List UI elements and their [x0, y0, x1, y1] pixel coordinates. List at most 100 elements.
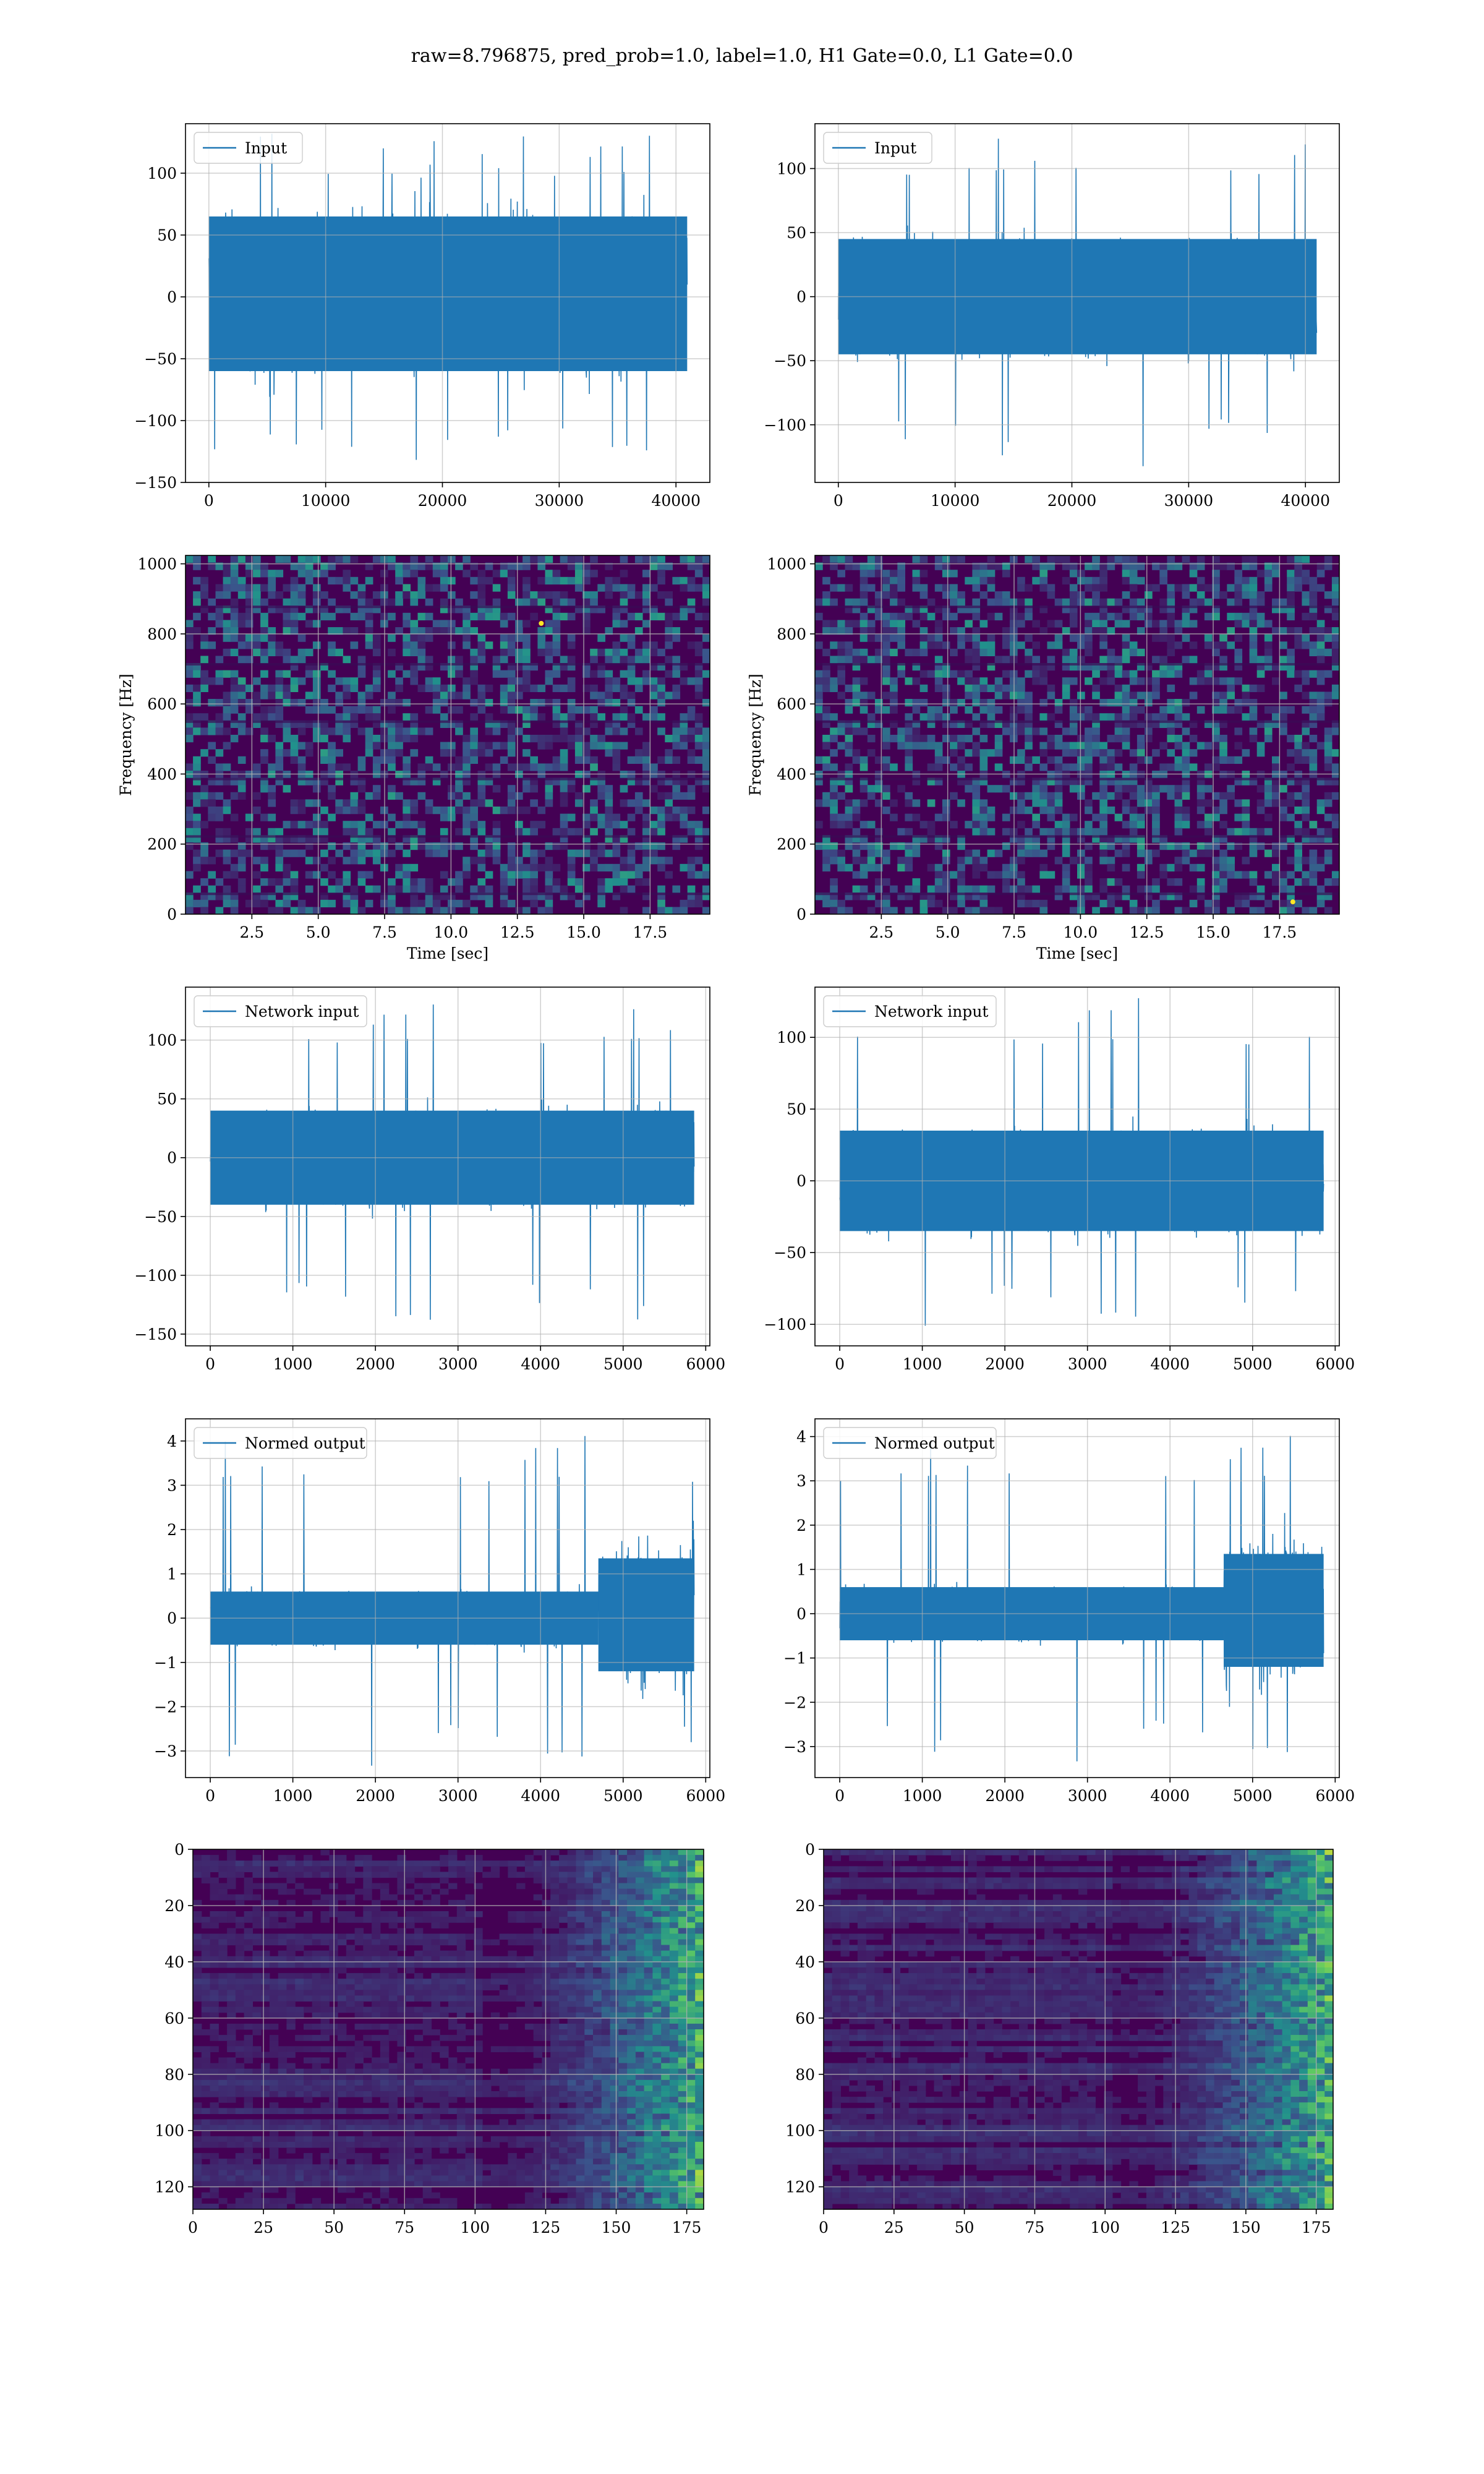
- heatmap-cell: [882, 742, 890, 750]
- heatmap-cell: [1145, 907, 1153, 914]
- heatmap-cell: [605, 691, 613, 700]
- heatmap-cell: [388, 634, 396, 642]
- heatmap-cell: [1002, 598, 1010, 606]
- heatmap-cell: [972, 821, 981, 829]
- heatmap-cell: [470, 756, 478, 764]
- heatmap-cell: [237, 849, 246, 857]
- heatmap-cell: [516, 1872, 526, 1878]
- heatmap-cell: [1032, 885, 1040, 893]
- heatmap-cell: [448, 742, 456, 750]
- heatmap-cell: [627, 756, 636, 764]
- heatmap-cell: [1122, 799, 1130, 807]
- heatmap-cell: [1196, 807, 1205, 815]
- heatmap-cell: [574, 792, 583, 800]
- heatmap-cell: [1136, 756, 1145, 764]
- heatmap-cell: [1242, 813, 1250, 821]
- heatmap-cell: [687, 576, 696, 584]
- heatmap-cell: [830, 807, 838, 815]
- heatmap-cell: [410, 641, 419, 649]
- heatmap-cell: [304, 1939, 313, 1946]
- heatmap-cell: [627, 828, 636, 836]
- heatmap-cell: [410, 677, 419, 685]
- heatmap-cell: [522, 907, 531, 914]
- heatmap-cell: [1025, 634, 1033, 642]
- heatmap-cell: [644, 1939, 653, 1946]
- heatmap-cell: [852, 691, 861, 700]
- heatmap-cell: [1152, 749, 1160, 757]
- heatmap-cell: [550, 1922, 560, 1928]
- heatmap-cell: [1174, 792, 1183, 800]
- heatmap-cell: [346, 1917, 356, 1923]
- heatmap-cell: [1182, 749, 1190, 757]
- heatmap-cell: [448, 1860, 458, 1867]
- heatmap-cell: [680, 735, 688, 743]
- heatmap-cell: [440, 742, 448, 750]
- heatmap-cell: [507, 699, 516, 707]
- heatmap-cell: [297, 598, 306, 606]
- heatmap-cell: [687, 677, 696, 685]
- heatmap-cell: [278, 1883, 288, 1890]
- heatmap-cell: [1174, 756, 1183, 764]
- heatmap-cell: [431, 1911, 440, 1917]
- heatmap-cell: [343, 799, 351, 807]
- heatmap-cell: [627, 1956, 636, 1963]
- heatmap-cell: [230, 792, 239, 800]
- heatmap-cell: [235, 1872, 245, 1878]
- heatmap-cell: [338, 1855, 347, 1861]
- heatmap-cell: [312, 1950, 322, 1957]
- heatmap-cell: [867, 634, 876, 642]
- heatmap-cell: [253, 584, 261, 592]
- heatmap-cell: [422, 1888, 432, 1895]
- heatmap-cell: [542, 1945, 551, 1951]
- heatmap-cell: [1309, 612, 1318, 620]
- heatmap-cell: [859, 756, 868, 764]
- heatmap-cell: [1302, 677, 1310, 685]
- heatmap-cell: [1182, 713, 1190, 721]
- heatmap-cell: [290, 591, 299, 599]
- y-tick-label: 1000: [767, 555, 806, 573]
- heatmap-cell: [1085, 562, 1093, 570]
- heatmap-cell: [1264, 562, 1273, 570]
- heatmap-cell: [897, 584, 905, 592]
- heatmap-cell: [260, 863, 268, 871]
- heatmap-cell: [252, 1894, 262, 1901]
- heatmap-cell: [440, 713, 448, 721]
- heatmap-cell: [593, 1945, 602, 1951]
- heatmap-cell: [545, 656, 553, 664]
- heatmap-cell: [320, 1917, 330, 1923]
- heatmap-cell: [590, 684, 598, 692]
- heatmap-cell: [320, 821, 328, 829]
- heatmap-cell: [1069, 713, 1078, 721]
- heatmap-cell: [1256, 749, 1265, 757]
- heatmap-cell: [1032, 842, 1040, 850]
- heatmap-cell: [678, 1917, 688, 1923]
- heatmap-cell: [1017, 598, 1025, 606]
- heatmap-cell: [410, 807, 419, 815]
- y-tick-label: 1: [167, 1565, 177, 1583]
- heatmap-cell: [350, 821, 359, 829]
- heatmap-cell: [1025, 842, 1033, 850]
- heatmap-cell: [584, 1855, 594, 1861]
- x-tick-label: 17.5: [633, 923, 668, 941]
- heatmap-cell: [403, 763, 411, 771]
- heatmap-cell: [584, 1872, 594, 1878]
- heatmap-cell: [530, 684, 538, 692]
- heatmap-cell: [414, 1866, 424, 1872]
- heatmap-cell: [874, 656, 883, 664]
- heatmap-cell: [237, 699, 246, 707]
- heatmap-cell: [627, 1855, 636, 1861]
- heatmap-cell: [406, 1911, 415, 1917]
- heatmap-cell: [320, 1961, 330, 1968]
- heatmap-cell: [695, 1967, 704, 1974]
- heatmap-cell: [335, 555, 343, 563]
- heatmap-cell: [269, 1883, 279, 1890]
- heatmap-cell: [560, 713, 568, 721]
- heatmap-cell: [687, 863, 696, 871]
- heatmap-cell: [1227, 684, 1235, 692]
- heatmap-cell: [661, 1849, 670, 1856]
- heatmap-cell: [695, 1928, 704, 1934]
- heatmap-cell: [297, 555, 306, 563]
- heatmap-cell: [665, 792, 673, 800]
- heatmap-cell: [295, 1956, 304, 1963]
- heatmap-cell: [552, 620, 561, 628]
